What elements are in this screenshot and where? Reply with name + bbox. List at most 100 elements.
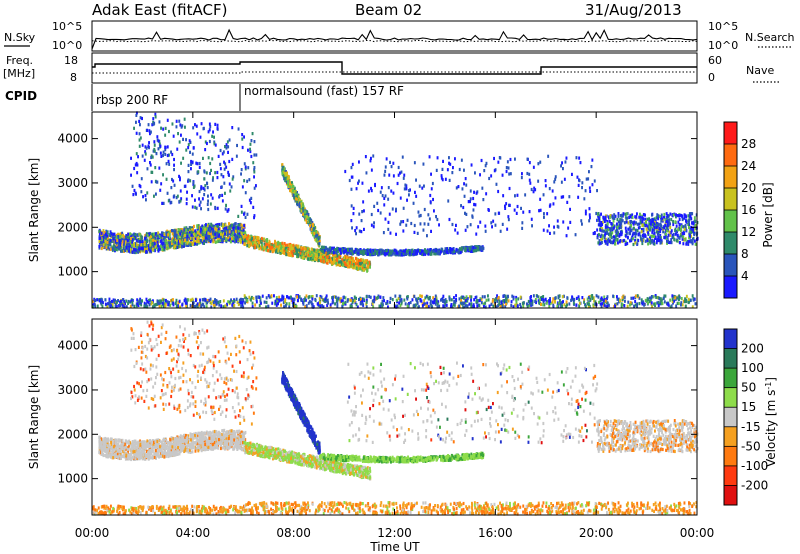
data-cell: [515, 300, 518, 304]
data-cell: [133, 304, 136, 308]
data-cell: [141, 239, 144, 243]
data-cell: [304, 252, 307, 256]
data-cell: [419, 294, 422, 298]
data-cell: [280, 244, 283, 248]
data-cell: [109, 243, 112, 247]
data-cell: [117, 245, 119, 249]
data-cell: [301, 205, 304, 209]
data-cell: [292, 300, 295, 304]
data-cell: [254, 244, 256, 248]
data-cell: [358, 259, 361, 263]
data-cell: [149, 132, 151, 136]
data-cell: [185, 298, 188, 302]
data-cell: [468, 302, 471, 306]
data-cell: [338, 255, 341, 259]
data-cell: [296, 295, 298, 299]
data-cell: [630, 296, 633, 300]
data-cell: [155, 232, 158, 236]
data-cell: [663, 300, 666, 304]
data-cell: [674, 296, 677, 300]
data-cell: [190, 230, 193, 234]
data-cell: [362, 297, 365, 301]
data-cell: [500, 301, 503, 305]
data-cell: [673, 299, 676, 303]
data-cell: [341, 299, 344, 303]
data-cell: [578, 298, 581, 302]
data-cell: [213, 135, 215, 139]
data-cell: [228, 230, 231, 234]
data-cell: [424, 296, 427, 300]
data-cell: [178, 299, 181, 303]
data-cell: [425, 304, 428, 308]
data-cell: [292, 189, 294, 193]
data-cell: [130, 156, 132, 160]
data-cell: [578, 304, 581, 308]
data-cell: [145, 302, 148, 306]
data-cell: [354, 248, 357, 252]
data-cell: [154, 249, 156, 253]
data-cell: [224, 191, 226, 195]
data-cell: [290, 246, 293, 251]
data-cell: [155, 152, 158, 156]
data-cell: [232, 225, 235, 229]
data-cell: [316, 236, 319, 240]
data-cell: [549, 298, 551, 302]
data-cell: [131, 301, 134, 305]
data-cell: [278, 295, 281, 299]
data-cell: [226, 302, 228, 306]
data-cell: [128, 236, 130, 240]
data-cell: [190, 162, 192, 166]
data-cell: [180, 235, 183, 239]
data-cell: [119, 246, 122, 250]
data-cell: [291, 246, 294, 250]
data-cell: [685, 299, 688, 304]
data-cell: [154, 166, 157, 170]
data-cell: [207, 231, 210, 235]
data-cell: [325, 294, 328, 298]
data-cell: [322, 249, 325, 254]
data-cell: [231, 126, 234, 130]
data-cell: [306, 247, 309, 251]
nsky-tick-bottom: 10^0: [52, 39, 82, 52]
data-cell: [243, 223, 246, 227]
data-cell: [112, 244, 115, 248]
data-cell: [314, 252, 317, 256]
data-cell: [449, 250, 452, 254]
data-cell: [145, 250, 147, 254]
data-cell: [322, 255, 324, 259]
data-cell: [327, 301, 329, 305]
data-cell: [269, 247, 272, 251]
data-cell: [304, 210, 307, 214]
data-cell: [177, 132, 179, 136]
data-cell: [256, 244, 259, 248]
data-cell: [335, 253, 338, 257]
data-cell: [109, 247, 112, 251]
data-cell: [442, 304, 445, 308]
data-cell: [146, 128, 149, 132]
data-cell: [139, 185, 142, 189]
data-cell: [204, 298, 207, 302]
data-cell: [207, 222, 210, 226]
data-cell: [606, 304, 609, 308]
data-cell: [266, 242, 268, 246]
data-cell: [297, 244, 300, 248]
data-cell: [182, 231, 184, 235]
data-cell: [314, 254, 316, 258]
data-cell: [115, 233, 118, 237]
data-cell: [239, 300, 242, 305]
data-cell: [180, 133, 182, 137]
data-cell: [115, 239, 117, 243]
data-cell: [669, 305, 672, 309]
data-cell: [198, 189, 201, 194]
data-cell: [253, 175, 255, 179]
data-cell: [463, 305, 466, 309]
data-cell: [260, 236, 263, 241]
data-cell: [284, 171, 287, 175]
data-cell: [680, 303, 682, 307]
data-cell: [309, 252, 311, 256]
data-cell: [168, 242, 171, 246]
data-cell: [357, 263, 360, 267]
data-cell: [390, 251, 393, 255]
data-cell: [307, 217, 310, 221]
data-cell: [145, 297, 148, 301]
